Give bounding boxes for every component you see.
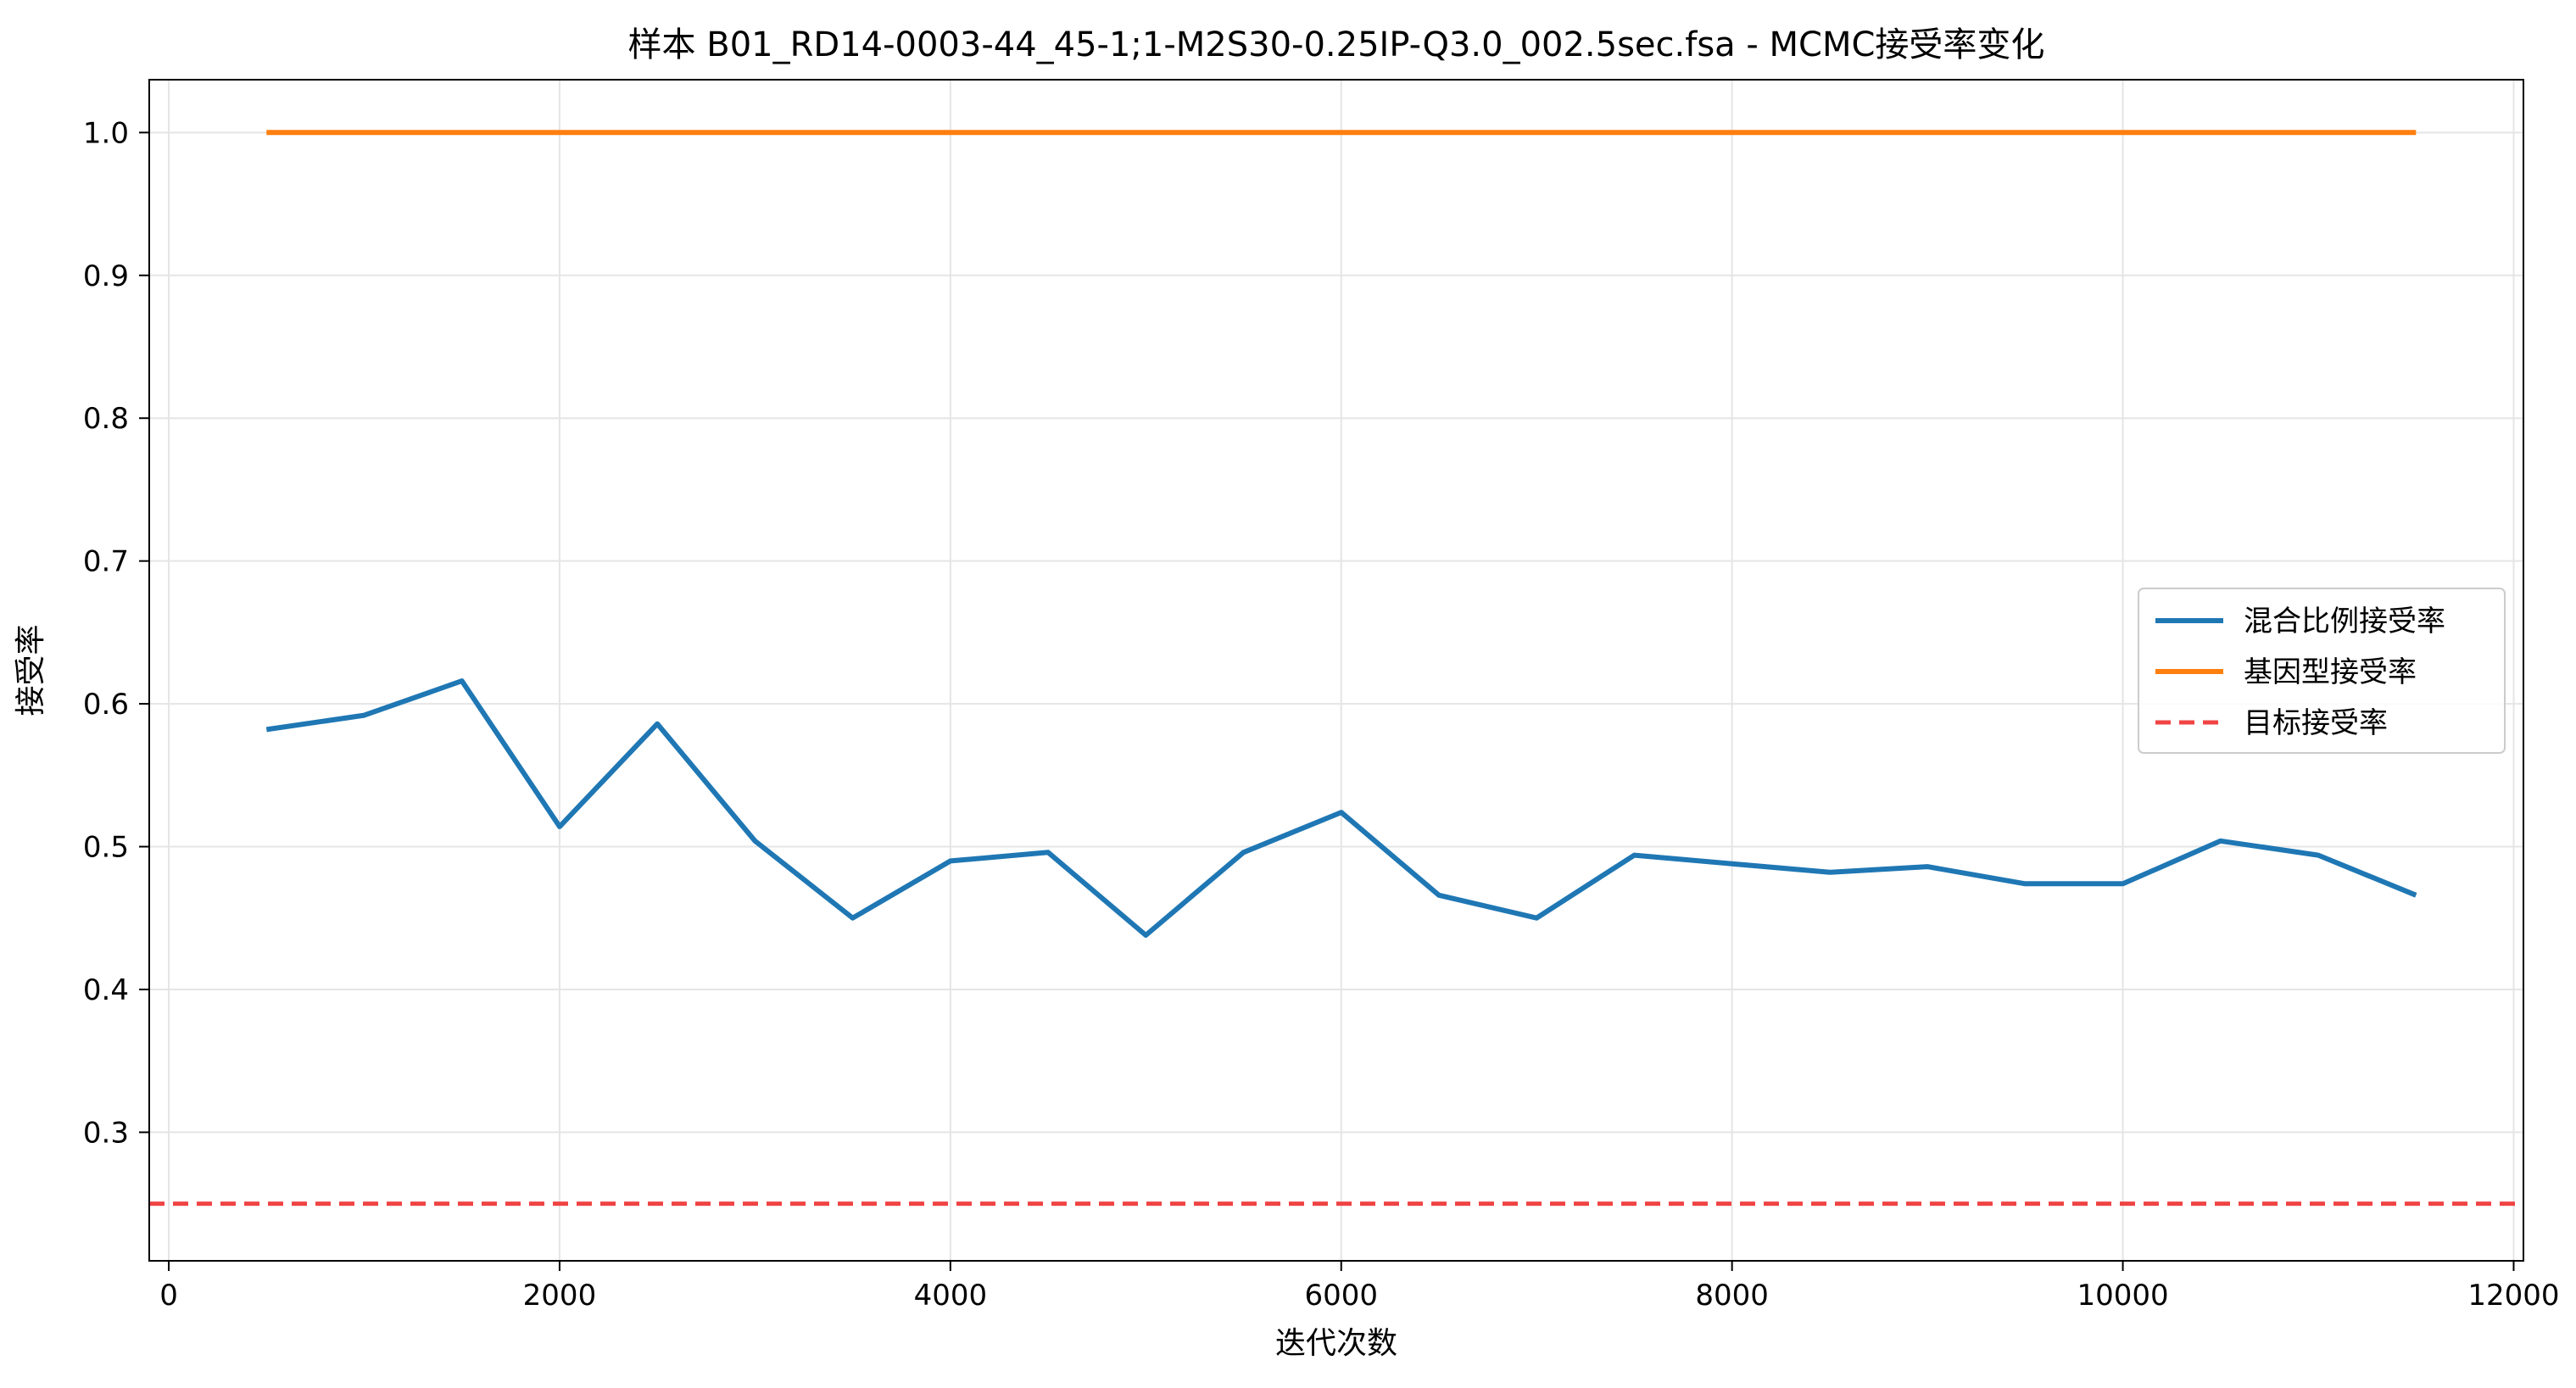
x-tick-label: 10000 <box>2077 1279 2168 1313</box>
y-tick-label: 0.8 <box>83 402 129 436</box>
y-axis-label: 接受率 <box>14 624 48 716</box>
plot-frame <box>148 79 2524 1262</box>
y-tick-label: 0.3 <box>83 1116 129 1150</box>
y-tick-label: 0.9 <box>83 259 129 293</box>
legend-label: 目标接受率 <box>2244 706 2388 740</box>
y-tick-label: 0.6 <box>83 688 129 722</box>
y-tick-label: 0.7 <box>83 545 129 579</box>
x-tick-label: 8000 <box>1695 1279 1769 1313</box>
axis-ticks: 0 2000 4000 6000 8000 10000 12000 0.3 0.4 0.5 0.6 0… <box>83 116 2560 1313</box>
series-lines <box>149 130 2523 1207</box>
y-tick-label: 0.4 <box>83 973 129 1007</box>
x-tick-label: 4000 <box>914 1279 988 1313</box>
y-tick-label: 1.0 <box>83 116 129 150</box>
x-axis-label: 迭代次数 <box>1275 1326 1397 1361</box>
y-tick-label: 0.5 <box>83 831 129 865</box>
x-tick-label: 12000 <box>2467 1279 2559 1313</box>
chart-title: 样本 B01_RD14-0003-44_45-1;1-M2S30-0.25IP-… <box>628 25 2045 64</box>
x-tick-label: 2000 <box>523 1279 597 1313</box>
series-line-mixture <box>265 678 2417 938</box>
x-tick-label: 6000 <box>1304 1279 1378 1313</box>
legend-label: 混合比例接受率 <box>2244 605 2445 638</box>
x-tick-label: 0 <box>159 1279 178 1313</box>
legend-label: 基因型接受率 <box>2244 655 2417 689</box>
legend-box <box>2138 588 2506 754</box>
